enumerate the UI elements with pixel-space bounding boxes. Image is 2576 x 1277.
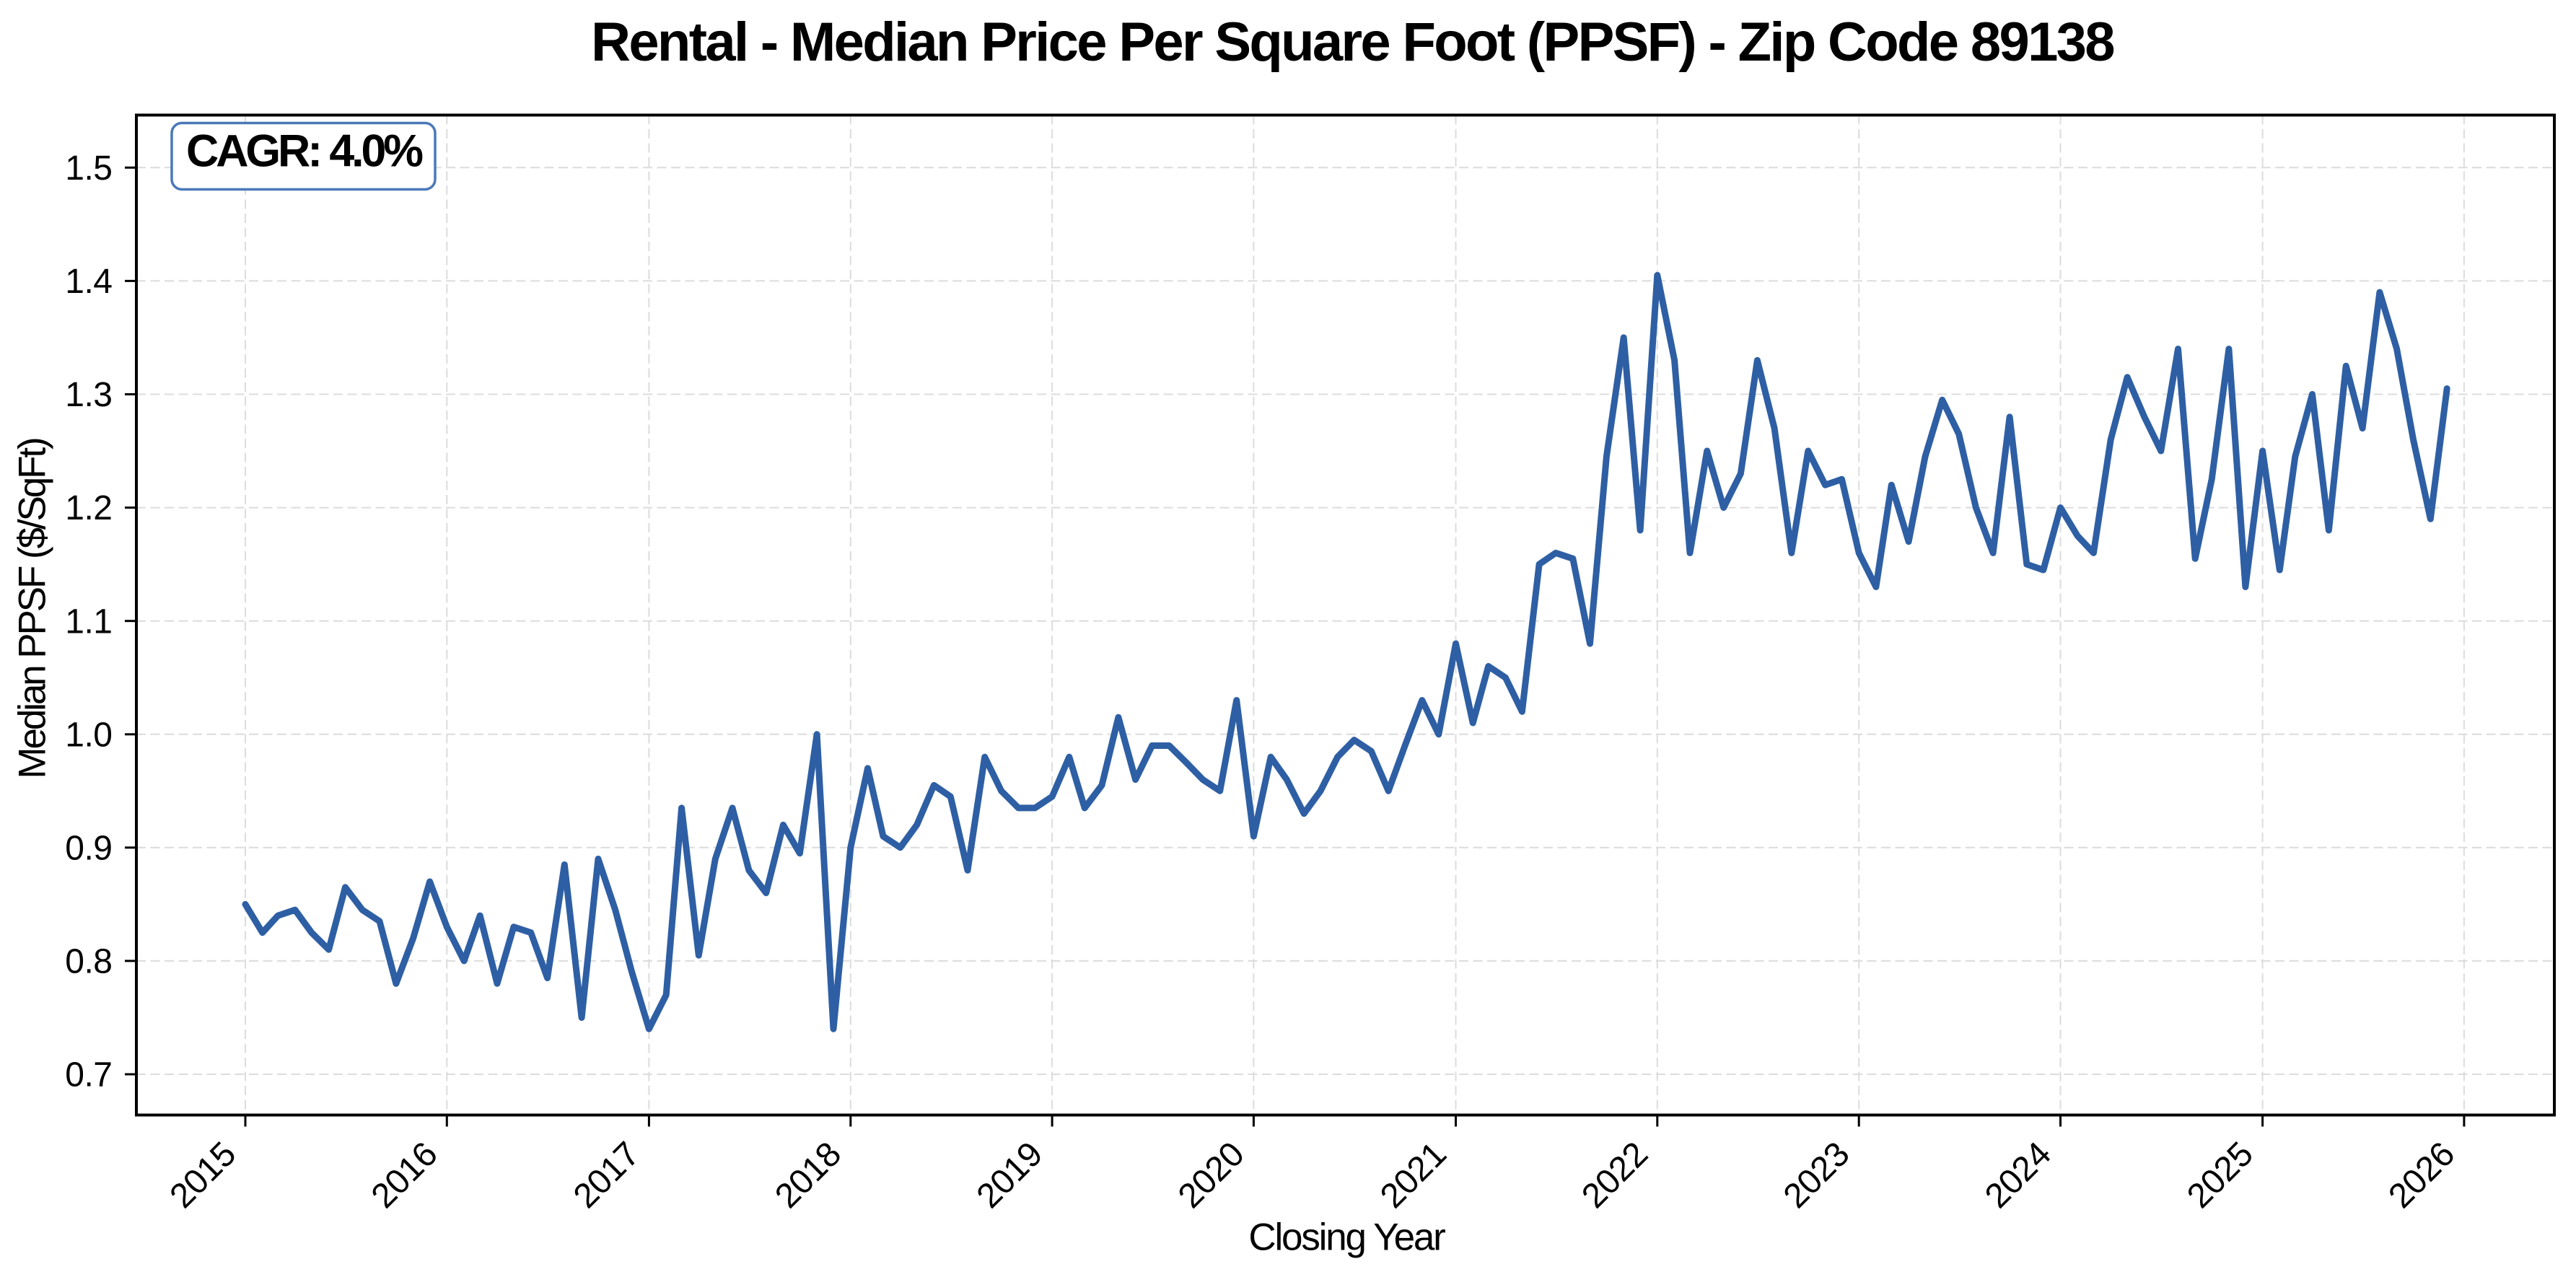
svg-text:0.7: 0.7 [65,1056,112,1094]
svg-text:Median PPSF ($/SqFt): Median PPSF ($/SqFt) [12,439,54,779]
svg-text:1.4: 1.4 [65,263,112,301]
svg-text:1.0: 1.0 [65,716,112,754]
svg-text:CAGR: 4.0%: CAGR: 4.0% [186,126,423,176]
svg-text:0.8: 0.8 [65,943,112,981]
svg-text:1.5: 1.5 [65,149,112,188]
svg-text:1.3: 1.3 [65,376,112,414]
svg-text:0.9: 0.9 [65,829,112,867]
svg-text:Closing Year: Closing Year [1248,1216,1445,1259]
svg-text:1.1: 1.1 [65,602,112,641]
svg-text:Rental - Median Price Per Squa: Rental - Median Price Per Square Foot (P… [591,12,2113,73]
svg-text:1.2: 1.2 [65,489,112,527]
